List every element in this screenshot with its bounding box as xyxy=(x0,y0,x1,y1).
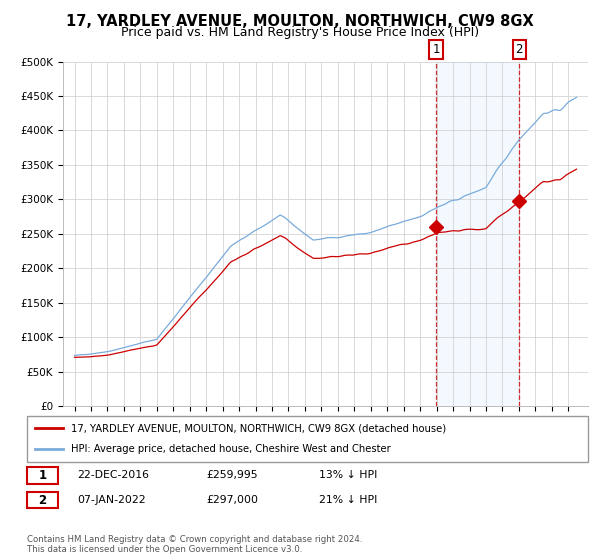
Text: 22-DEC-2016: 22-DEC-2016 xyxy=(77,470,149,480)
Text: Contains HM Land Registry data © Crown copyright and database right 2024.
This d: Contains HM Land Registry data © Crown c… xyxy=(27,535,362,554)
Text: 17, YARDLEY AVENUE, MOULTON, NORTHWICH, CW9 8GX: 17, YARDLEY AVENUE, MOULTON, NORTHWICH, … xyxy=(66,14,534,29)
Text: 07-JAN-2022: 07-JAN-2022 xyxy=(77,495,146,505)
Text: 21% ↓ HPI: 21% ↓ HPI xyxy=(319,495,377,505)
Text: £259,995: £259,995 xyxy=(206,470,258,480)
Text: 2: 2 xyxy=(38,493,46,507)
Text: 13% ↓ HPI: 13% ↓ HPI xyxy=(319,470,377,480)
Text: HPI: Average price, detached house, Cheshire West and Chester: HPI: Average price, detached house, Ches… xyxy=(71,445,391,455)
Text: 17, YARDLEY AVENUE, MOULTON, NORTHWICH, CW9 8GX (detached house): 17, YARDLEY AVENUE, MOULTON, NORTHWICH, … xyxy=(71,423,446,433)
Text: £297,000: £297,000 xyxy=(206,495,259,505)
Text: Price paid vs. HM Land Registry's House Price Index (HPI): Price paid vs. HM Land Registry's House … xyxy=(121,26,479,39)
Text: 1: 1 xyxy=(433,44,440,57)
Bar xyxy=(27,492,58,508)
Text: 1: 1 xyxy=(38,469,46,482)
Bar xyxy=(27,468,58,483)
Text: 2: 2 xyxy=(515,44,523,57)
Bar xyxy=(436,62,520,406)
